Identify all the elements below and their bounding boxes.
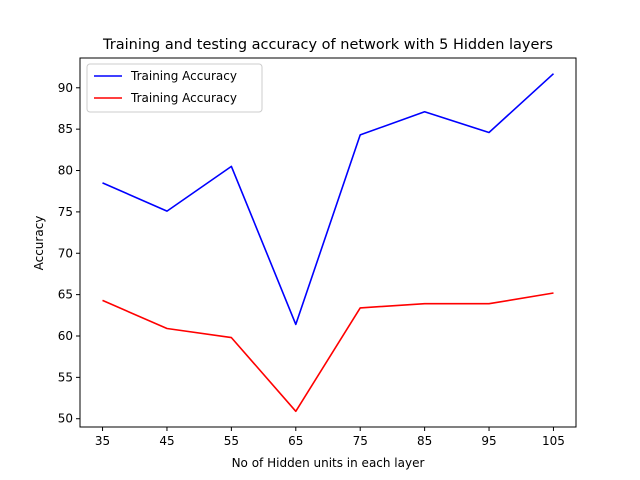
x-axis-label: No of Hidden units in each layer bbox=[232, 456, 425, 470]
legend: Training Accuracy Training Accuracy bbox=[86, 63, 263, 113]
x-tick-label: 35 bbox=[95, 434, 110, 448]
y-tick-label: 55 bbox=[58, 370, 73, 384]
legend-label-0: Training Accuracy bbox=[130, 69, 237, 83]
x-tick-label: 105 bbox=[542, 434, 565, 448]
y-tick-label: 70 bbox=[58, 246, 73, 260]
y-tick-label: 75 bbox=[58, 205, 73, 219]
legend-label-1: Training Accuracy bbox=[130, 91, 237, 105]
x-tick-label: 65 bbox=[288, 434, 303, 448]
y-tick-label: 65 bbox=[58, 288, 73, 302]
tick-group: 35 45 55 65 75 85 95 105 50 55 60 65 70 75 80 85 90 bbox=[58, 81, 565, 448]
legend-box bbox=[86, 63, 263, 113]
y-axis-label: Accuracy bbox=[32, 216, 46, 271]
x-tick-label: 95 bbox=[481, 434, 496, 448]
x-tick-label: 85 bbox=[417, 434, 432, 448]
y-tick-label: 90 bbox=[58, 81, 73, 95]
series-lines bbox=[102, 73, 555, 413]
series-line-0 bbox=[102, 73, 555, 326]
series-line-1 bbox=[102, 292, 554, 413]
y-tick-label: 85 bbox=[58, 122, 73, 136]
axes-frame bbox=[79, 57, 577, 428]
y-tick-label: 50 bbox=[58, 412, 73, 426]
chart-title: Training and testing accuracy of network… bbox=[102, 37, 553, 53]
y-tick-label: 60 bbox=[58, 329, 73, 343]
x-tick-label: 45 bbox=[159, 434, 174, 448]
x-tick-label: 55 bbox=[224, 434, 239, 448]
x-tick-label: 75 bbox=[353, 434, 368, 448]
y-tick-label: 80 bbox=[58, 164, 73, 178]
